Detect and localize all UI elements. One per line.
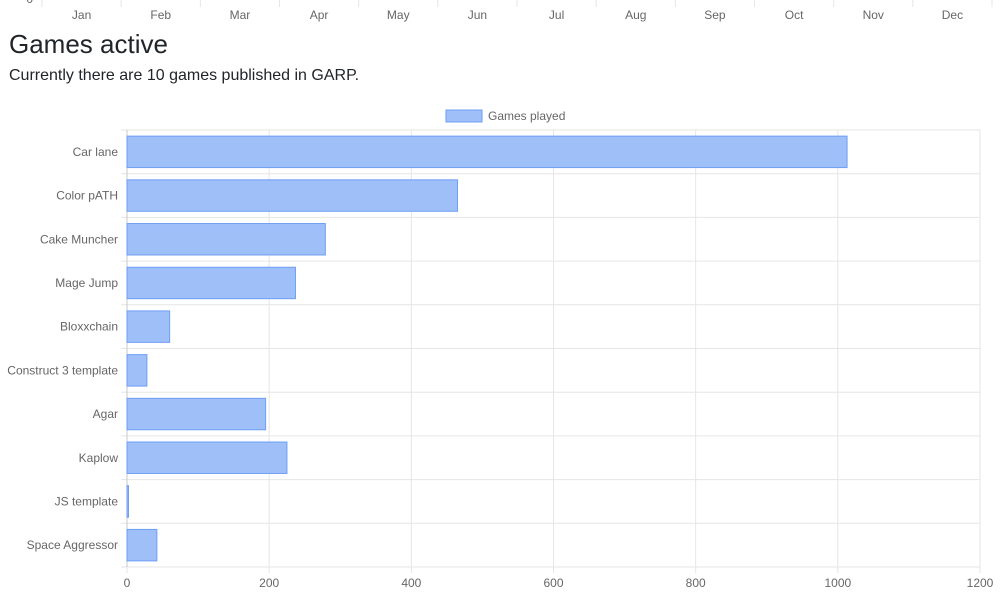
category-label: Car lane xyxy=(73,145,119,159)
x-tick-label: 0 xyxy=(124,576,131,590)
category-label: Color pATH xyxy=(56,189,118,203)
prev-chart-month-label: Apr xyxy=(310,8,329,22)
category-label: Bloxxchain xyxy=(60,320,118,334)
prev-chart-month-label: Aug xyxy=(625,8,646,22)
games-count-description: Currently there are 10 games published i… xyxy=(9,67,360,84)
prev-chart-month-label: Dec xyxy=(942,8,963,22)
games-played-bar-chart: Games played 0 200 400 600 800 1000 1200 Car lan… xyxy=(7,109,994,590)
x-tick-label: 600 xyxy=(543,576,563,590)
bar xyxy=(126,223,326,256)
bar xyxy=(126,266,296,300)
bar xyxy=(126,310,171,343)
category-label: Mage Jump xyxy=(55,276,118,290)
prev-chart-month-label: Feb xyxy=(150,8,171,22)
bar xyxy=(126,441,288,474)
prev-chart-y-tick-label: 0 xyxy=(26,0,33,6)
bar xyxy=(126,354,148,387)
chart-legend: Games played xyxy=(445,109,565,123)
legend-swatch xyxy=(445,109,483,123)
games-active-title: Games active xyxy=(9,29,168,59)
prev-chart-month-label: Mar xyxy=(230,8,251,22)
prev-chart-month-label: Sep xyxy=(704,8,726,22)
prev-chart-month-label: Oct xyxy=(785,8,804,22)
legend-label: Games played xyxy=(488,109,565,123)
prev-chart-month-label: May xyxy=(387,8,410,22)
prev-chart-month-label: Jul xyxy=(549,8,564,22)
bar xyxy=(126,135,848,169)
category-label: Agar xyxy=(93,407,118,421)
bar xyxy=(126,528,158,562)
category-label: JS template xyxy=(55,494,119,508)
category-label: Construct 3 template xyxy=(7,363,118,377)
x-tick-label: 200 xyxy=(259,576,279,590)
x-tick-label: 1200 xyxy=(967,576,994,590)
x-tick-label: 1000 xyxy=(824,576,851,590)
bar xyxy=(126,485,129,518)
x-tick-label: 400 xyxy=(401,576,421,590)
bar xyxy=(126,179,459,212)
category-label: Cake Muncher xyxy=(40,232,118,246)
bar xyxy=(126,397,267,431)
monthly-chart-x-axis: Jan Feb Mar Apr May Jun Jul Aug Sep Oct Nov Dec 0 xyxy=(26,0,993,22)
prev-chart-month-label: Jan xyxy=(72,8,91,22)
x-tick-label: 800 xyxy=(686,576,706,590)
category-label: Kaplow xyxy=(79,451,119,465)
prev-chart-month-label: Nov xyxy=(863,8,884,22)
prev-chart-month-label: Jun xyxy=(468,8,487,22)
category-label: Space Aggressor xyxy=(27,538,118,552)
